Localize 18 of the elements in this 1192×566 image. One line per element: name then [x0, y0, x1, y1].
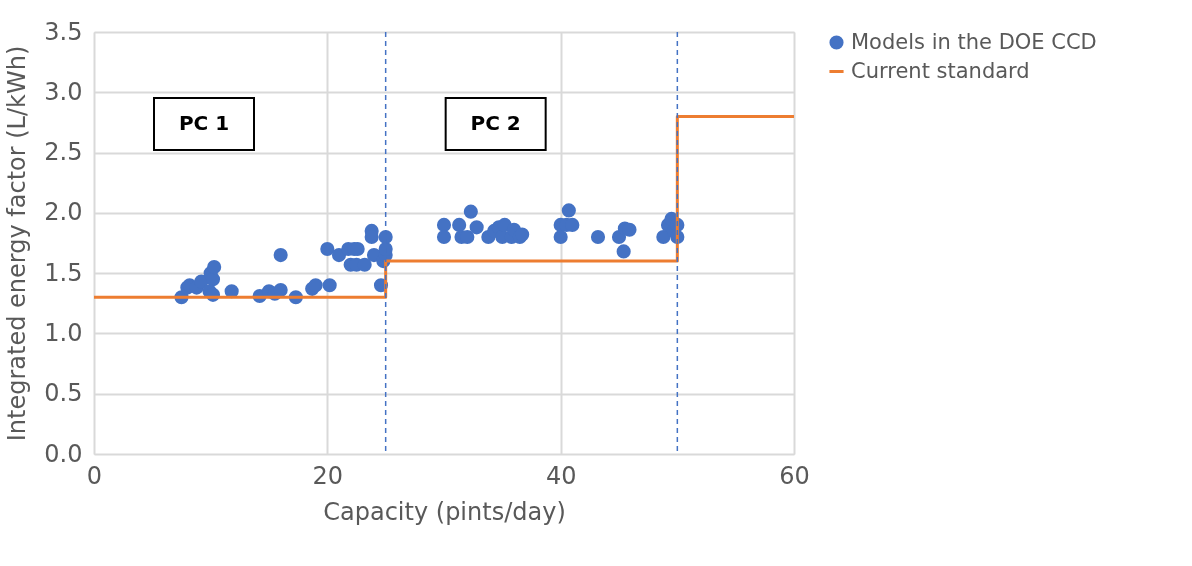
- annotation: PC 2: [470, 111, 521, 135]
- y-tick-label: 3.0: [44, 77, 83, 106]
- x-axis-title: Capacity (pints/day): [323, 497, 566, 526]
- y-tick-label: 0.0: [44, 439, 83, 468]
- legend-label: Current standard: [851, 58, 1030, 83]
- y-tick-label: 2.0: [44, 198, 83, 227]
- y-tick-label: 1.5: [44, 258, 83, 287]
- x-tick-label: 60: [779, 461, 810, 490]
- y-axis-title: Integrated energy factor (L/kWh): [3, 45, 32, 442]
- legend-label: Models in the DOE CCD: [851, 29, 1097, 54]
- y-tick-label: 1.0: [44, 318, 83, 347]
- x-tick-label: 40: [545, 461, 577, 490]
- x-tick-label: 0: [86, 461, 103, 490]
- y-tick-label: 2.5: [44, 138, 83, 167]
- y-tick-label: 3.5: [44, 17, 83, 46]
- x-tick-label: 20: [312, 461, 344, 490]
- y-tick-label: 0.5: [44, 379, 83, 408]
- annotation: PC 1: [178, 111, 230, 135]
